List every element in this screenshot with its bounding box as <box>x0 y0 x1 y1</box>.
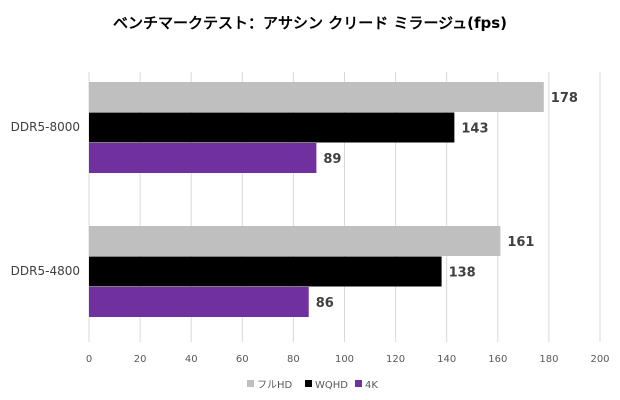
data-label: 138 <box>449 266 476 281</box>
x-tick-label: 160 <box>488 354 507 365</box>
x-tick-label: 0 <box>86 354 92 365</box>
x-tick-label: 80 <box>287 354 300 365</box>
bar-WQHD <box>89 112 455 143</box>
legend-swatch <box>305 380 312 387</box>
chart-title: ベンチマークテスト：アサシン クリード ミラージュ(fps) <box>113 14 507 32</box>
bar-フルHD <box>89 82 544 112</box>
legend-label: 4K <box>365 380 378 391</box>
category-label: DDR5-8000 <box>11 120 80 134</box>
legend-label: フルHD <box>257 380 293 391</box>
x-tick-label: 60 <box>236 354 249 365</box>
data-label: 86 <box>316 296 334 311</box>
bar-フルHD <box>89 226 501 256</box>
x-tick-label: 20 <box>134 354 147 365</box>
bar-WQHD <box>89 256 442 287</box>
data-label: 143 <box>461 122 488 137</box>
x-tick-label: 120 <box>386 354 405 365</box>
x-tick-label: 180 <box>539 354 558 365</box>
data-label: 178 <box>551 91 578 106</box>
bar-4K <box>89 287 309 317</box>
x-tick-label: 100 <box>335 354 354 365</box>
legend-label: WQHD <box>315 380 348 391</box>
data-label: 89 <box>323 152 341 167</box>
legend-swatch <box>247 380 254 387</box>
x-tick-label: 200 <box>590 354 609 365</box>
bar-4K <box>89 143 317 173</box>
data-label: 161 <box>507 235 534 250</box>
legend-swatch <box>355 380 362 387</box>
x-tick-label: 40 <box>185 354 198 365</box>
category-label: DDR5-4800 <box>11 264 80 278</box>
x-tick-label: 140 <box>437 354 456 365</box>
